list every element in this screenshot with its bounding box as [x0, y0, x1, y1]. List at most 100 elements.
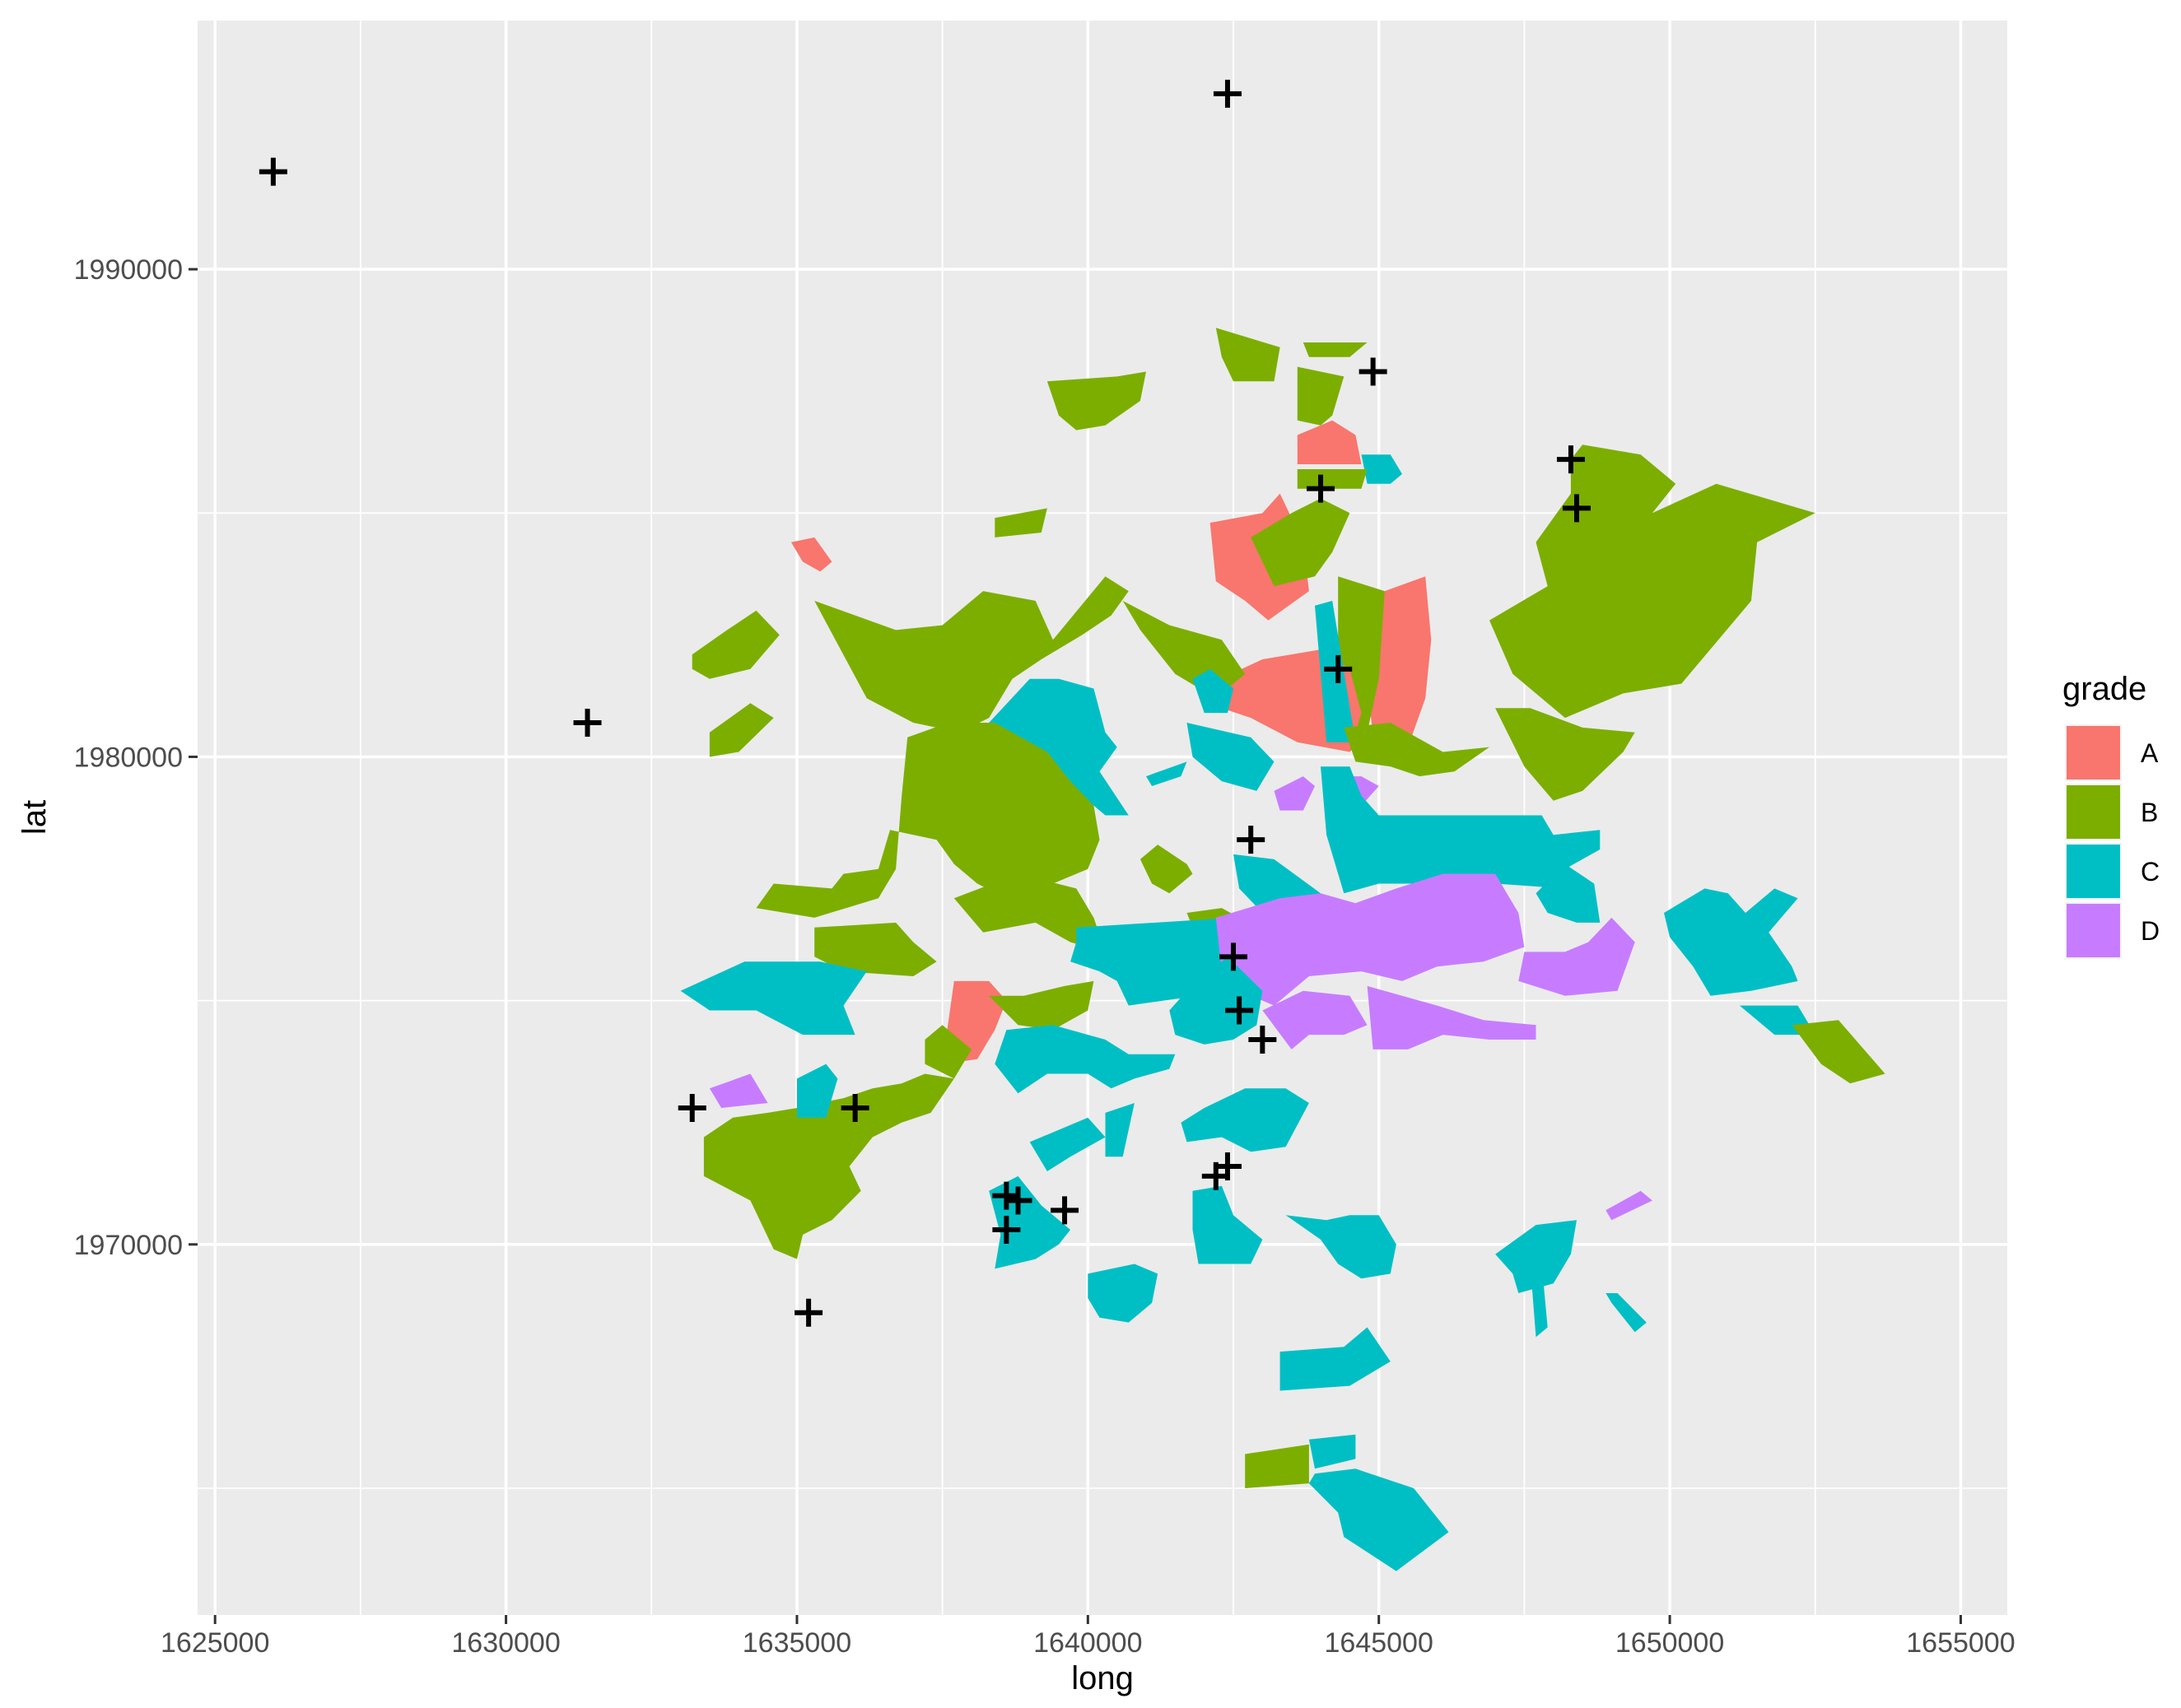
region-grade-c	[1088, 1264, 1158, 1323]
region-grade-b	[756, 723, 1100, 918]
x-tick-label: 1635000	[743, 1627, 851, 1659]
x-axis-title: long	[1071, 1660, 1134, 1696]
region-grade-b	[1495, 708, 1635, 801]
region-grade-b	[925, 1025, 972, 1079]
plus-marker	[1563, 494, 1591, 523]
region-grade-c	[1285, 1215, 1396, 1279]
point-markers	[259, 79, 1591, 1327]
plus-marker	[1225, 996, 1254, 1025]
region-grade-c	[1029, 1117, 1106, 1171]
region-grade-b	[1251, 498, 1350, 587]
y-axis-title: lat	[16, 800, 53, 835]
region-grade-d	[1605, 1190, 1652, 1221]
region-grade-c	[1321, 766, 1601, 894]
region-grade-b	[692, 610, 780, 679]
region-grade-b	[995, 508, 1047, 538]
plus-marker	[795, 1298, 823, 1327]
region-grade-b	[989, 980, 1094, 1031]
region-grade-a	[790, 537, 832, 572]
plus-marker	[1051, 1196, 1079, 1225]
y-tick-label: 1970000	[74, 1230, 183, 1261]
plus-marker	[573, 708, 602, 737]
legend-label-c: C	[2141, 857, 2160, 887]
x-tick-label: 1640000	[1033, 1627, 1142, 1659]
region-grade-b	[1297, 366, 1344, 426]
region-grade-d	[1262, 990, 1368, 1049]
x-tick-label: 1655000	[1906, 1627, 2015, 1659]
region-grade-d	[1274, 776, 1315, 811]
x-axis-tick-labels: 1625000 1630000 1635000 1640000 1645000 16500…	[161, 1627, 2016, 1659]
region-grade-c	[1105, 1103, 1135, 1157]
region-grade-c	[1536, 863, 1601, 923]
plus-marker	[1307, 474, 1335, 503]
region-grade-c	[1605, 1293, 1647, 1333]
region-grade-a	[1367, 576, 1432, 747]
plus-marker	[1248, 1026, 1277, 1054]
region-grade-c	[1308, 1468, 1449, 1571]
axis-ticks	[189, 268, 1962, 1624]
legend-swatch-b	[2067, 785, 2120, 839]
y-tick-label: 1990000	[74, 254, 183, 286]
region-grade-c	[1495, 1220, 1577, 1293]
region-grade-d	[709, 1073, 768, 1108]
region-grade-b	[1303, 342, 1368, 357]
region-grade-c	[1186, 723, 1275, 791]
x-tick-label: 1625000	[161, 1627, 269, 1659]
region-grade-b	[1046, 371, 1146, 430]
plus-marker	[1213, 1152, 1242, 1181]
legend: grade A B CD	[2062, 671, 2160, 959]
x-tick-label: 1630000	[451, 1627, 560, 1659]
region-grade-d	[1518, 917, 1635, 996]
region-grade-c	[1146, 761, 1187, 786]
region-grade-a	[1297, 420, 1362, 464]
region-grade-b	[1245, 1444, 1309, 1488]
plus-marker	[1556, 445, 1585, 474]
region-grade-b	[814, 576, 1129, 733]
region-grade-b	[709, 703, 774, 757]
legend-swatch-a	[2067, 726, 2120, 780]
legend-label-b: B	[2141, 798, 2158, 827]
legend-label-d: D	[2141, 916, 2160, 946]
legend-entries: A B CD	[2065, 724, 2160, 959]
region-grade-d	[1367, 985, 1536, 1049]
plot-panel	[198, 21, 2007, 1615]
plus-marker	[841, 1093, 869, 1122]
plus-marker	[1324, 654, 1353, 683]
plus-marker	[992, 1216, 1021, 1245]
legend-label-a: A	[2141, 738, 2159, 768]
region-grade-b	[1792, 1020, 1885, 1084]
x-tick-label: 1650000	[1615, 1627, 1724, 1659]
region-grade-c	[1308, 1434, 1356, 1469]
region-grade-c	[680, 961, 867, 1036]
region-grade-c	[1192, 668, 1233, 714]
plus-marker	[259, 157, 287, 186]
legend-swatch-d	[2067, 904, 2120, 957]
y-tick-label: 1980000	[74, 742, 183, 773]
plus-marker	[1219, 942, 1248, 971]
region-grade-b	[1489, 444, 1815, 719]
region-grade-c	[989, 678, 1129, 816]
x-tick-label: 1645000	[1325, 1627, 1433, 1659]
region-grade-b	[814, 922, 937, 976]
region-grade-b	[1139, 845, 1193, 894]
region-grade-b	[953, 873, 1106, 952]
region-grade-c	[1361, 454, 1402, 484]
region-grade-c	[1279, 1327, 1391, 1391]
plus-marker	[678, 1093, 706, 1122]
graded-regions	[680, 328, 1885, 1571]
legend-title: grade	[2062, 671, 2146, 707]
region-grade-c	[995, 1025, 1176, 1094]
plus-marker	[1004, 1186, 1032, 1215]
region-grade-c	[797, 1063, 838, 1118]
region-grade-b	[1297, 469, 1368, 489]
legend-swatch-c	[2067, 845, 2120, 898]
region-grade-b	[1215, 328, 1280, 382]
region-grade-c	[1192, 1185, 1263, 1264]
plus-marker	[1237, 826, 1265, 854]
plus-marker	[1213, 79, 1242, 108]
region-grade-b	[1344, 723, 1489, 777]
plus-marker	[1358, 357, 1387, 386]
region-grade-b	[703, 1073, 954, 1259]
y-axis-tick-labels: 1970000 1980000 1990000	[74, 254, 183, 1261]
region-grade-c	[1181, 1088, 1309, 1152]
